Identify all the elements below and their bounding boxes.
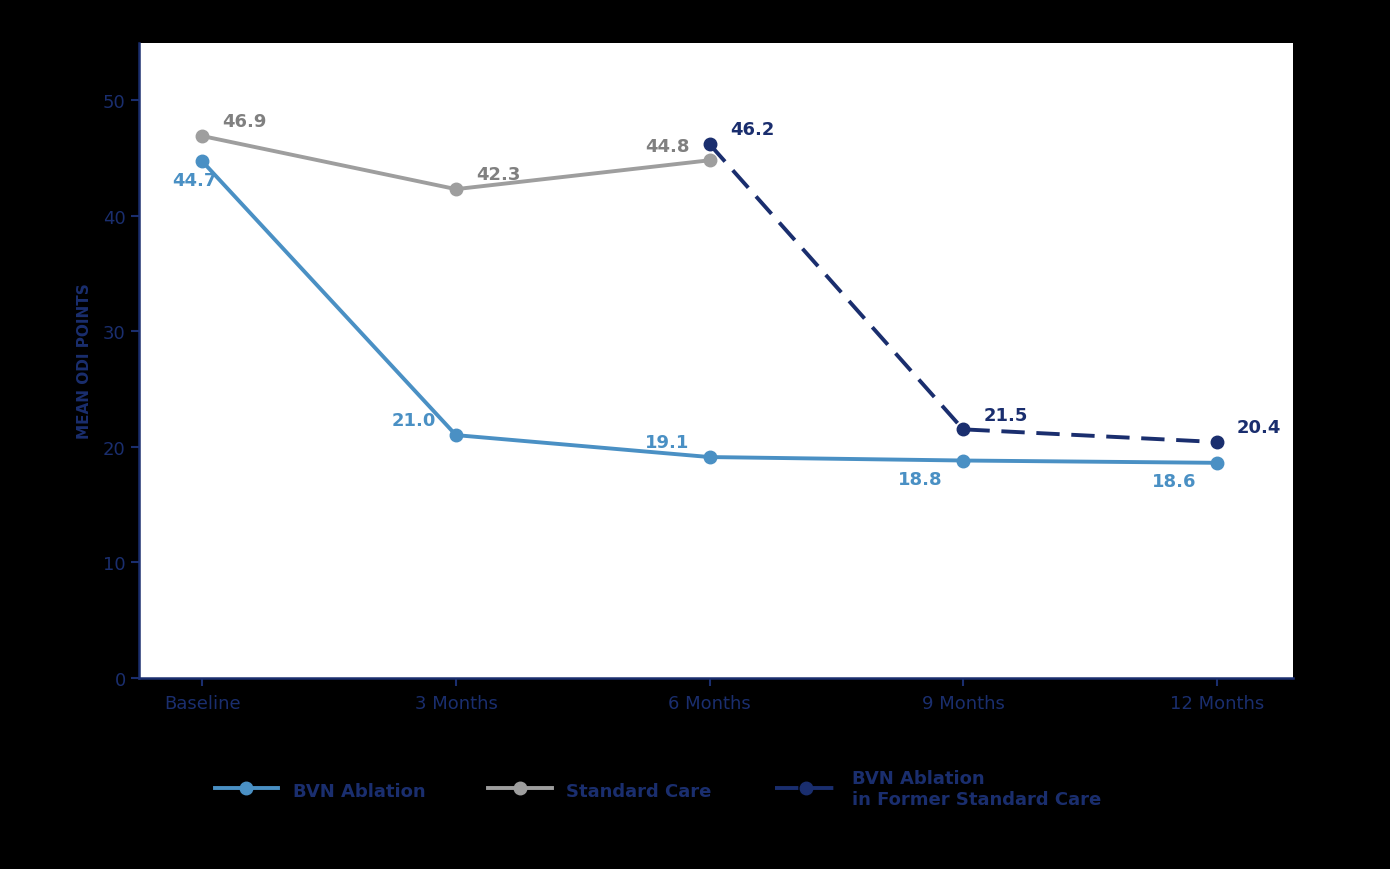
Text: 19.1: 19.1 — [645, 434, 689, 452]
Text: 46.9: 46.9 — [222, 113, 267, 131]
Text: 18.8: 18.8 — [898, 470, 942, 488]
Text: 44.7: 44.7 — [172, 171, 217, 189]
Text: 44.8: 44.8 — [645, 137, 689, 156]
Text: 21.0: 21.0 — [392, 412, 435, 430]
Text: 20.4: 20.4 — [1237, 419, 1282, 437]
Text: 21.5: 21.5 — [983, 406, 1027, 424]
Y-axis label: MEAN ODI POINTS: MEAN ODI POINTS — [76, 282, 92, 439]
Legend: BVN Ablation, Standard Care, BVN Ablation
in Former Standard Care: BVN Ablation, Standard Care, BVN Ablatio… — [215, 769, 1101, 808]
Text: 42.3: 42.3 — [477, 166, 521, 184]
Text: 46.2: 46.2 — [730, 121, 774, 139]
Text: 18.6: 18.6 — [1152, 473, 1197, 490]
